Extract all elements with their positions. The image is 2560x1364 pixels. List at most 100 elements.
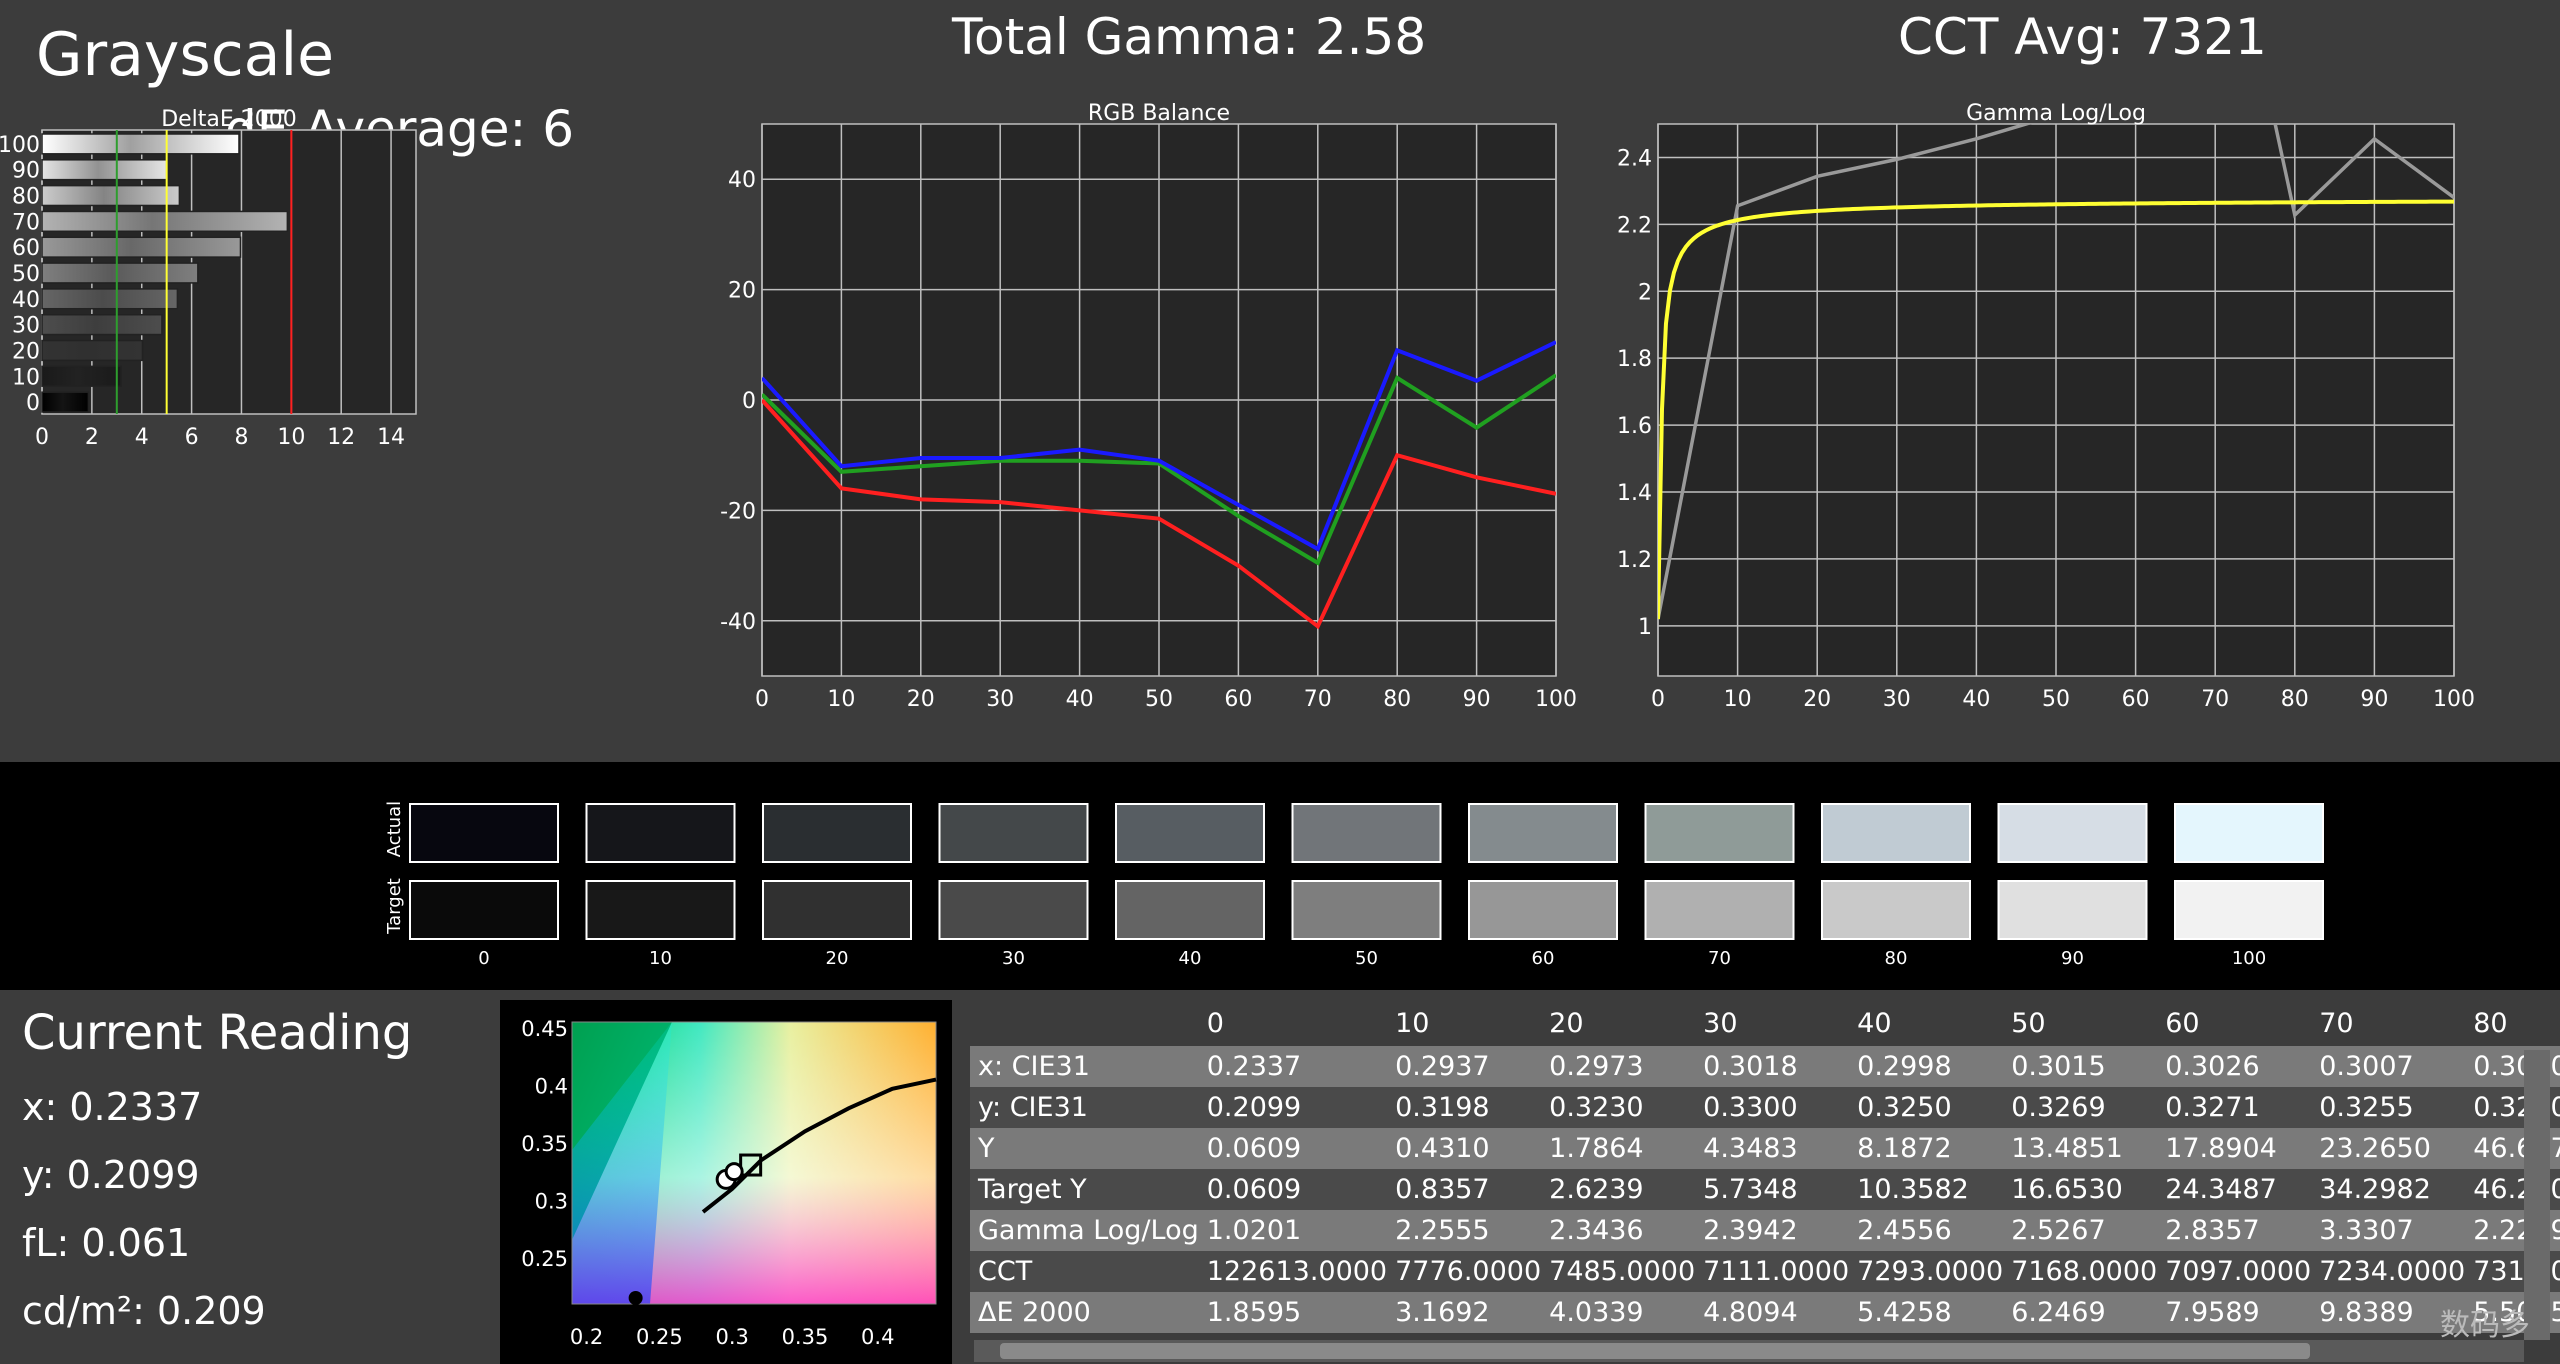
- swatch-row-label-target: Target: [384, 878, 405, 935]
- table-cell: 1.0201: [1198, 1210, 1388, 1251]
- table-cell: 0.3250: [1849, 1087, 2004, 1128]
- actual-swatch-40: [1115, 803, 1265, 863]
- deltae-y-tick: 50: [12, 262, 40, 287]
- actual-swatch-70: [1644, 803, 1795, 863]
- deltae-y-tick: 40: [12, 288, 40, 313]
- cie-x-tick: 0.3: [715, 1325, 748, 1349]
- table-row-label: y: CIE31: [970, 1087, 1199, 1128]
- table-row-label: x: CIE31: [970, 1046, 1199, 1087]
- gamma-x-tick: 100: [2433, 687, 2475, 712]
- actual-swatch-80: [1821, 803, 1971, 863]
- gamma-x-tick: 10: [1724, 687, 1752, 712]
- horizontal-scrollbar-thumb[interactable]: [1000, 1343, 2310, 1359]
- rgb-balance-series-0: [762, 398, 1556, 630]
- deltae-bar-20: [41, 339, 144, 362]
- deltae-y-tick: 20: [12, 339, 40, 364]
- table-row-label: Y: [970, 1128, 1199, 1169]
- target-swatch-30: [938, 880, 1089, 940]
- gamma-x-tick: 60: [2122, 687, 2150, 712]
- total-gamma-label: Total Gamma: 2.58: [952, 8, 1427, 66]
- actual-swatch-30: [938, 803, 1089, 863]
- deltae-bar-0: [41, 391, 90, 413]
- cie-planckian-locus: [701, 1077, 937, 1214]
- swatch-label: 70: [1708, 948, 1731, 969]
- table-cell: 9.8389: [2311, 1292, 2466, 1333]
- deltae-x-tick: 10: [277, 425, 305, 450]
- table-column-header: 30: [1703, 1007, 1738, 1039]
- actual-swatch-60: [1468, 803, 1618, 863]
- gamma-y-tick: 2: [1638, 280, 1652, 305]
- cct-avg-label: CCT Avg: 7321: [1898, 8, 2267, 66]
- table-row: y: CIE31 0.2099 0.3198 0.3230 0.3300 0.3250 0.…: [970, 1087, 2560, 1128]
- table-cell: 23.2650: [2311, 1128, 2466, 1169]
- table-corner: [970, 1000, 1199, 1046]
- table-cell: 16.6530: [2003, 1169, 2158, 1210]
- table-cell: 4.0339: [1541, 1292, 1696, 1333]
- gamma-y-tick: 1.2: [1617, 548, 1652, 573]
- rgb-balance-y-tick: -20: [720, 499, 756, 524]
- actual-swatch-0: [409, 803, 559, 863]
- gamma-y-tick: 1.6: [1617, 414, 1652, 439]
- table-cell: 1.8595: [1198, 1292, 1388, 1333]
- gamma-x-tick: 40: [1962, 687, 1990, 712]
- table-cell: 4.8094: [1695, 1292, 1850, 1333]
- actual-swatch-50: [1291, 803, 1442, 863]
- gamma-y-tick: 1.4: [1617, 481, 1652, 506]
- deltae-title: DeltaE 2000: [161, 107, 297, 132]
- gamma-x-tick: 80: [2281, 687, 2309, 712]
- rgb-balance-x-tick: 0: [755, 687, 769, 712]
- target-swatch-90: [1997, 880, 2148, 940]
- table-cell: 2.4556: [1849, 1210, 2004, 1251]
- cie-x-tick: 0.4: [861, 1325, 894, 1349]
- table-cell: 0.3018: [1695, 1046, 1850, 1087]
- swatch-row-label-actual: Actual: [384, 801, 405, 857]
- table-cell: 2.3942: [1695, 1210, 1850, 1251]
- deltae-y-tick: 0: [26, 391, 40, 416]
- swatch-label: 50: [1355, 948, 1378, 969]
- table-column-header: 60: [2165, 1007, 2200, 1039]
- deltae-y-tick: 80: [12, 185, 40, 210]
- deltae-x-tick: 8: [234, 425, 248, 450]
- table-cell: 0.8357: [1387, 1169, 1542, 1210]
- deltae-bar-40: [41, 288, 179, 310]
- table-row: x: CIE31 0.2337 0.2937 0.2973 0.3018 0.2998 0.…: [970, 1046, 2560, 1087]
- table-cell: 0.2337: [1198, 1046, 1388, 1087]
- cie-x-tick: 0.2: [570, 1325, 603, 1349]
- table-cell: 7293.0000: [1849, 1251, 2004, 1292]
- table-row-label: Target Y: [970, 1169, 1199, 1210]
- cie-y-tick: 0.35: [521, 1132, 568, 1156]
- deltae-bar-10: [41, 365, 122, 387]
- vertical-scrollbar[interactable]: [2524, 1050, 2550, 1340]
- gamma-y-tick: 2.2: [1617, 213, 1652, 238]
- table-cell: 7111.0000: [1695, 1251, 1850, 1292]
- gamma-title: Gamma Log/Log: [1966, 101, 2146, 126]
- reading-x: x: 0.2337: [22, 1085, 203, 1129]
- table-cell: 0.2998: [1849, 1046, 2004, 1087]
- rgb-balance-x-tick: 70: [1304, 687, 1332, 712]
- gamma-x-tick: 50: [2042, 687, 2070, 712]
- table-column-header: 20: [1549, 1007, 1584, 1039]
- gamma-x-tick: 70: [2201, 687, 2229, 712]
- cie-y-tick: 0.4: [535, 1074, 568, 1098]
- table-cell: 0.3198: [1387, 1087, 1542, 1128]
- table-row-label: Gamma Log/Log: [970, 1210, 1199, 1251]
- deltae-y-tick: 30: [12, 314, 40, 339]
- watermark-logo: 数码多: [2440, 1308, 2530, 1343]
- gamma-measured-line: [1658, 124, 2454, 620]
- target-swatch-0: [409, 880, 559, 940]
- rgb-balance-x-tick: 50: [1145, 687, 1173, 712]
- table-cell: 0.3007: [2311, 1046, 2466, 1087]
- deltae-bar-80: [41, 184, 181, 207]
- rgb-balance-y-tick: 0: [742, 389, 756, 414]
- deltae-x-tick: 14: [377, 425, 405, 450]
- deltae-x-tick: 0: [35, 425, 49, 450]
- gamma-y-tick: 1.8: [1617, 347, 1652, 372]
- actual-swatch-10: [585, 803, 736, 863]
- rgb-balance-title: RGB Balance: [1088, 101, 1230, 126]
- swatch-label: 100: [2232, 948, 2266, 969]
- reading-y: y: 0.2099: [22, 1153, 200, 1197]
